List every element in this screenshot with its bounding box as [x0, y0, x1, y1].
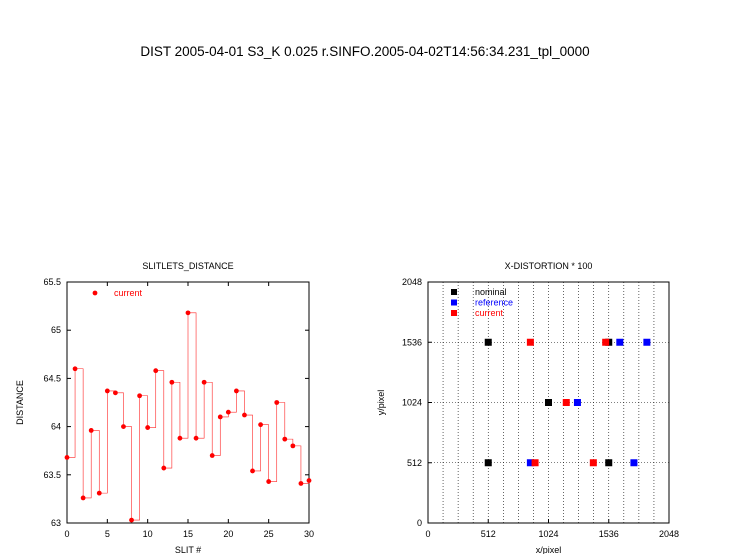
data-point-nominal [545, 399, 552, 406]
data-point-nominal [484, 459, 492, 467]
legend-marker-current [92, 290, 98, 296]
data-point-reference [573, 399, 581, 406]
x-tick-label-left: 30 [304, 529, 314, 539]
data-point-current [80, 495, 86, 501]
y-tick-label-right: 512 [407, 458, 422, 468]
y-tick-label-left: 63.5 [43, 470, 61, 480]
data-point-current [266, 479, 272, 484]
data-point-current [129, 517, 134, 523]
x-tick-label-left: 5 [105, 529, 110, 539]
x-tick-label-left: 10 [143, 529, 153, 539]
x-tick-label-left: 20 [223, 529, 233, 539]
data-point-current [217, 414, 223, 420]
x-axis-label-right: x/pixel [536, 545, 562, 554]
data-point-current [250, 468, 255, 474]
y-tick-label-right: 2048 [402, 277, 422, 287]
data-point-current [602, 338, 610, 346]
x-tick-label-right: 2048 [659, 529, 679, 539]
y-tick-label-right: 1536 [402, 337, 422, 347]
data-point-current [161, 465, 167, 471]
legend-label-current: current [114, 288, 143, 298]
data-point-current [137, 393, 143, 399]
series-line-current [67, 312, 310, 521]
data-point-current [589, 459, 597, 467]
data-point-current [96, 490, 102, 496]
data-point-current [88, 428, 94, 433]
data-point-current [282, 436, 288, 442]
data-point-current [526, 338, 534, 346]
data-point-current [242, 412, 247, 418]
data-point-reference [616, 338, 624, 346]
x-tick-label-left: 15 [183, 529, 193, 539]
data-point-current [113, 390, 118, 396]
data-point-current [153, 368, 159, 374]
data-point-current [234, 388, 239, 394]
data-point-current [201, 379, 207, 385]
x-tick-label-left: 0 [64, 529, 69, 539]
data-point-current [258, 422, 263, 428]
y-tick-label-left: 64 [51, 422, 61, 432]
y-tick-label-left: 65 [51, 325, 61, 335]
y-tick-label-left: 65.5 [43, 277, 61, 287]
legend-marker-reference [451, 299, 457, 306]
y-tick-label-left: 63 [51, 518, 61, 528]
data-point-current [145, 425, 151, 430]
page-title: DIST 2005-04-01 S3_K 0.025 r.SINFO.2005-… [140, 44, 590, 59]
data-point-current [531, 459, 539, 467]
data-point-current [64, 455, 70, 460]
data-point-current [193, 435, 199, 441]
data-point-current [169, 379, 175, 385]
data-point-reference [526, 459, 534, 467]
legend-marker-nominal [451, 289, 457, 295]
x-tick-label-left: 25 [264, 529, 274, 539]
data-point-current [298, 481, 304, 486]
x-tick-label-right: 1536 [599, 529, 619, 539]
legend-marker-current [451, 310, 457, 316]
legend-label-current: current [475, 308, 504, 318]
data-point-nominal [605, 459, 613, 467]
data-point-current [177, 435, 183, 441]
data-point-current [290, 443, 296, 449]
x-tick-label-right: 1024 [538, 529, 558, 539]
data-point-nominal [484, 338, 492, 346]
data-point-current [562, 399, 570, 406]
data-point-current [121, 424, 126, 429]
y-tick-label-right: 0 [417, 518, 422, 528]
data-point-current [209, 453, 215, 458]
data-point-current [274, 400, 280, 405]
y-axis-label-left: DISTANCE [15, 380, 25, 425]
data-point-current [185, 310, 191, 316]
chart-title-left: SLITLETS_DISTANCE [142, 261, 233, 271]
y-tick-label-right: 1024 [402, 398, 422, 408]
y-axis-label-right: y/pixel [376, 390, 386, 416]
chart-title-right: X-DISTORTION * 100 [505, 261, 593, 271]
legend-label-nominal: nominal [475, 287, 507, 297]
x-tick-label-right: 0 [425, 529, 430, 539]
data-point-current [72, 366, 78, 372]
data-point-current [225, 409, 231, 415]
data-point-current [306, 478, 312, 483]
x-tick-label-right: 512 [481, 529, 496, 539]
y-tick-label-left: 64.5 [43, 373, 61, 383]
data-point-reference [630, 459, 638, 467]
data-point-current [104, 388, 110, 394]
legend-label-reference: reference [475, 298, 513, 308]
data-point-reference [643, 338, 651, 346]
x-axis-label-left: SLIT # [175, 545, 201, 554]
